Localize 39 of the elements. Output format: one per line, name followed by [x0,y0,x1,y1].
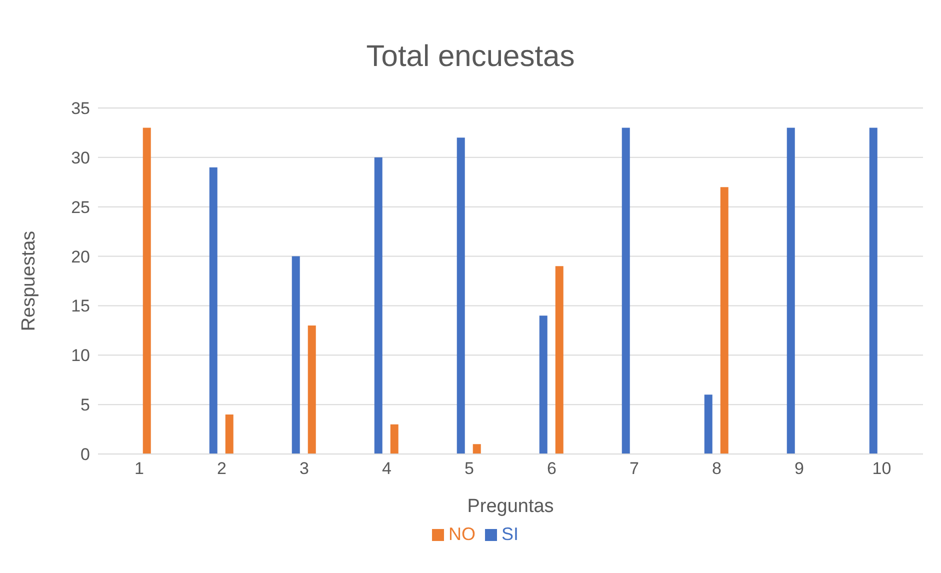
bar [472,444,481,454]
bar [308,325,316,454]
bar [704,394,712,454]
y-tick-label: 0 [80,445,90,464]
x-tick-label: 7 [630,459,639,478]
y-tick-label: 10 [71,346,90,366]
y-tick-label: 15 [71,296,90,316]
bar [292,256,300,454]
x-axis-title: Preguntas [467,496,554,517]
x-tick-label: 5 [464,459,474,478]
y-tick-label: 25 [71,198,90,217]
x-tick-label: 1 [134,459,144,478]
x-tick-label: 6 [547,459,556,478]
x-tick-label: 3 [300,459,309,478]
bar [555,266,564,454]
y-tick-label: 20 [71,247,90,266]
bar [374,157,382,454]
bar [869,128,878,454]
y-tick-label: 30 [71,148,90,168]
bar [390,424,398,454]
x-tick-label: 9 [794,459,804,478]
bar [209,167,218,454]
bar [720,187,728,454]
x-tick-label: 10 [872,459,892,478]
x-tick-label: 2 [217,459,226,478]
bar [456,138,465,454]
chart-title: Total encuestas [365,40,576,74]
legend-label: NO [448,524,476,544]
bar [539,316,548,454]
y-tick-label: 35 [71,99,90,118]
bar [622,128,630,454]
bar [142,128,151,454]
y-axis-title: Respuestas [18,230,40,332]
y-tick-label: 5 [80,396,90,415]
legend-label: SI [501,524,518,544]
x-tick-label: 4 [382,459,392,478]
x-tick-label: 8 [712,459,722,478]
bar [225,414,234,454]
bar [786,128,795,454]
